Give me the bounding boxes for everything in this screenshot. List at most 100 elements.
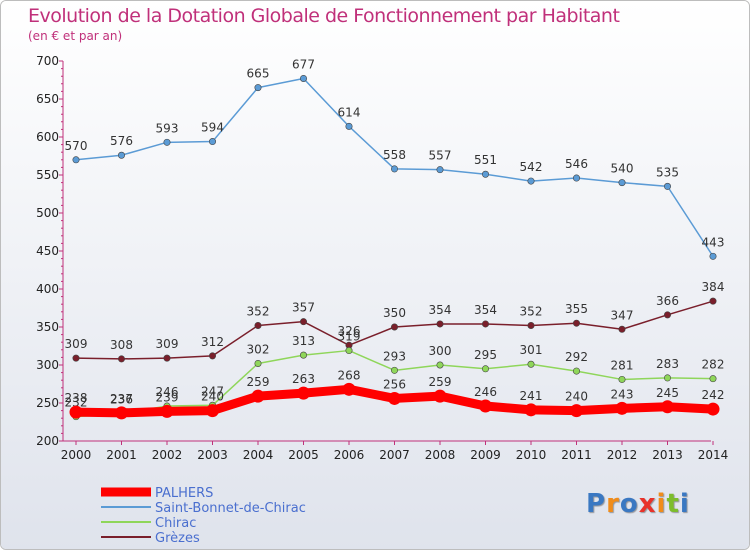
x-tick-label: 2008 xyxy=(425,448,456,462)
x-tick-label: 2012 xyxy=(607,448,638,462)
data-label: 546 xyxy=(565,157,588,171)
data-point xyxy=(663,374,671,382)
data-point xyxy=(572,174,580,182)
data-point xyxy=(709,297,717,305)
data-label: 665 xyxy=(247,67,270,81)
data-point xyxy=(663,182,671,190)
data-point xyxy=(481,320,489,328)
data-label: 301 xyxy=(520,343,543,357)
y-tick-label: 600 xyxy=(36,130,59,144)
x-tick-label: 2010 xyxy=(516,448,547,462)
y-tick-label: 550 xyxy=(36,168,59,182)
data-point xyxy=(297,386,310,400)
data-label: 259 xyxy=(247,375,270,389)
y-tick-label: 350 xyxy=(36,320,59,334)
y-tick-label: 500 xyxy=(36,206,59,220)
data-label: 237 xyxy=(110,392,133,406)
x-tick-label: 2003 xyxy=(197,448,228,462)
data-point xyxy=(661,400,674,414)
y-tick-label: 650 xyxy=(36,92,59,106)
x-tick-label: 2011 xyxy=(561,448,592,462)
data-point xyxy=(615,401,629,415)
data-label: 551 xyxy=(474,153,497,167)
data-point xyxy=(524,403,538,417)
data-point xyxy=(436,320,444,328)
x-tick-label: 2001 xyxy=(106,448,137,462)
x-tick-label: 2007 xyxy=(379,448,410,462)
data-point xyxy=(527,177,535,185)
chart-subtitle: (en € et par an) xyxy=(28,29,123,43)
data-point xyxy=(436,361,444,369)
data-label: 594 xyxy=(201,121,224,135)
data-point xyxy=(163,138,171,146)
data-label: 239 xyxy=(156,390,179,404)
data-label: 309 xyxy=(65,337,88,351)
data-label: 308 xyxy=(110,338,133,352)
data-label: 302 xyxy=(247,342,270,356)
x-tick-label: 2009 xyxy=(470,448,501,462)
logo-letter: i xyxy=(679,489,690,519)
y-tick-label: 250 xyxy=(36,396,59,410)
data-point xyxy=(527,321,535,329)
data-point xyxy=(163,354,171,362)
data-label: 366 xyxy=(656,294,679,308)
data-label: 242 xyxy=(702,388,725,402)
data-point xyxy=(299,351,307,359)
data-point xyxy=(390,323,398,331)
data-label: 354 xyxy=(474,303,497,317)
data-point xyxy=(663,311,671,319)
data-label: 354 xyxy=(429,303,452,317)
data-label: 355 xyxy=(565,302,588,316)
data-point xyxy=(206,404,219,418)
data-point xyxy=(572,367,580,375)
data-point xyxy=(570,404,583,418)
data-label: 281 xyxy=(611,358,634,372)
y-tick-label: 450 xyxy=(36,244,59,258)
data-point xyxy=(345,122,353,130)
data-point xyxy=(436,166,444,174)
data-label: 540 xyxy=(611,162,634,176)
data-point xyxy=(115,406,128,420)
data-label: 268 xyxy=(338,368,361,382)
data-label: 246 xyxy=(474,385,497,399)
data-label: 232 xyxy=(65,396,88,410)
data-point xyxy=(254,359,262,367)
data-label: 295 xyxy=(474,348,497,362)
data-label: 240 xyxy=(201,390,224,404)
data-point xyxy=(345,347,353,355)
y-tick-label: 700 xyxy=(36,54,59,68)
data-label: 263 xyxy=(292,372,315,386)
data-label: 614 xyxy=(338,105,361,119)
data-point xyxy=(342,382,356,396)
data-point xyxy=(618,375,626,383)
data-label: 246 xyxy=(156,385,179,399)
data-label: 326 xyxy=(338,324,361,338)
data-label: 542 xyxy=(520,160,543,174)
data-label: 535 xyxy=(656,165,679,179)
data-point xyxy=(390,366,398,374)
data-point xyxy=(160,404,174,418)
data-point xyxy=(209,352,217,360)
data-label: 557 xyxy=(429,149,452,163)
x-tick-label: 2002 xyxy=(152,448,183,462)
data-point xyxy=(481,365,489,373)
data-label: 677 xyxy=(292,57,315,71)
data-label: 238 xyxy=(65,391,88,405)
x-tick-label: 2013 xyxy=(652,448,683,462)
data-point xyxy=(618,325,626,333)
data-point xyxy=(709,252,717,260)
y-tick-label: 200 xyxy=(36,434,59,448)
data-label: 236 xyxy=(110,393,133,407)
data-point xyxy=(618,179,626,187)
data-label: 240 xyxy=(565,390,588,404)
x-tick-label: 2005 xyxy=(288,448,319,462)
data-point xyxy=(481,170,489,178)
data-label: 352 xyxy=(520,304,543,318)
data-point xyxy=(709,375,717,383)
legend-label: Chirac xyxy=(155,516,196,531)
data-label: 384 xyxy=(702,280,725,294)
data-point xyxy=(209,138,217,146)
logo-letter: i xyxy=(656,489,667,519)
logo-letter: r xyxy=(606,489,620,519)
